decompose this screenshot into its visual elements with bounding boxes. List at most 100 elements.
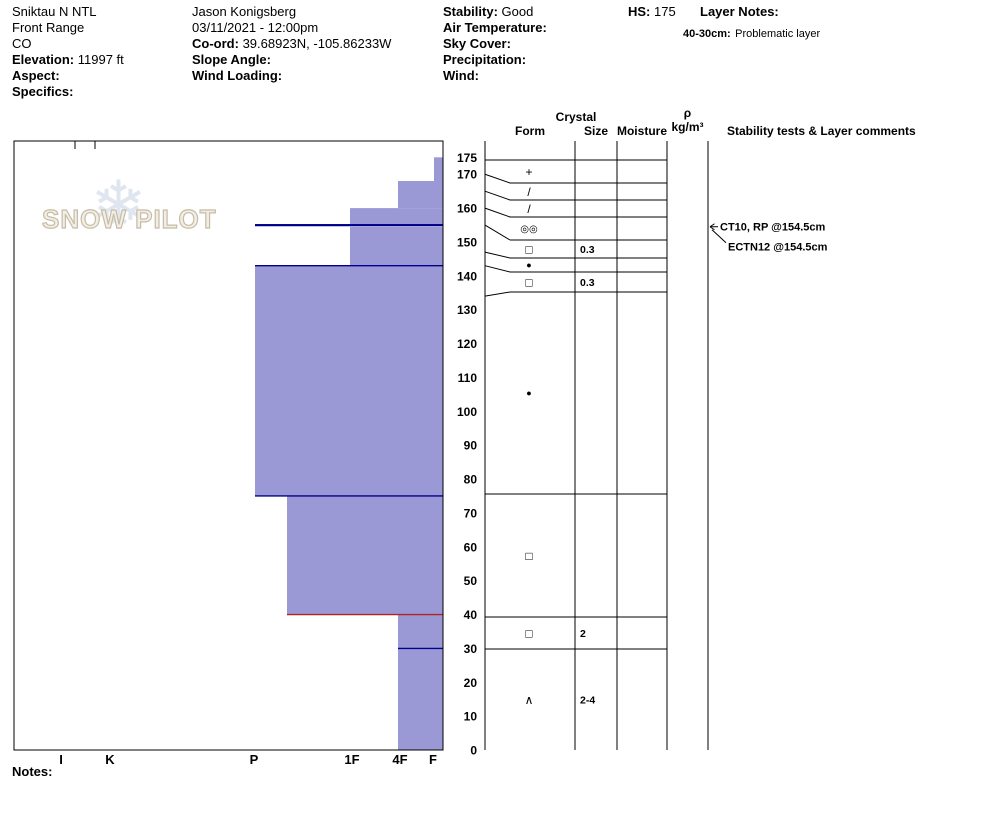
grain-row-leader [484,251,511,259]
hs-label: HS: [628,4,651,19]
hardness-bar [350,226,443,266]
depth-tick-label: 30 [464,642,478,656]
depth-tick-label: 0 [470,744,477,758]
grain-row-leader [484,173,511,184]
snowflake-icon: ❄ [90,168,147,244]
depth-tick-label: 50 [464,574,478,588]
slope-angle-label: Slope Angle: [192,52,271,67]
depth-tick-label: 130 [457,303,477,317]
hardness-axis-label: 4F [392,752,407,767]
depth-tick-label: 150 [457,235,477,249]
depth-tick-label: 100 [457,405,477,419]
hardness-axis-label: F [429,752,437,767]
aspect-row: Aspect: [12,68,124,84]
depth-tick-label: 20 [464,676,478,690]
site-name: Sniktau N NTL [12,4,97,19]
thin-hard-layer [255,224,443,227]
depth-tick-label: 175 [457,151,477,165]
precipitation-row: Precipitation: [443,52,547,68]
hardness-bar [350,208,443,226]
coord-row: Co-ord: 39.68923N, -105.86233W [192,36,391,52]
wind-row: Wind: [443,68,547,84]
grain-form-symbol: ● [526,388,531,398]
hardness-bar [255,265,443,496]
grain-form-symbol: / [527,202,531,216]
form-header: Form [515,124,545,138]
grain-row-leader [484,265,511,273]
site-info-block: Sniktau N NTL Front Range CO Elevation: … [12,4,124,100]
slope-angle-row: Slope Angle: [192,52,391,68]
layer-note-depth: 40-30cm: [683,28,731,40]
sky-cover-label: Sky Cover: [443,36,511,51]
grain-size-value: 0.3 [580,244,595,256]
plot-border [13,140,444,751]
layer-note-row: 40-30cm: Problematic layer [683,24,820,42]
density-units-header: kg/m³ [671,120,704,134]
stability-row: Stability: Good [443,4,547,20]
grain-form-symbol: / [527,185,531,199]
hardness-axis-label: K [105,752,115,767]
layer-note-text: Problematic layer [735,28,821,40]
grain-form-symbol: □ [525,626,532,640]
depth-tick-label: 90 [464,439,478,453]
hardness-axis-label: 1F [344,752,359,767]
hardness-bar [398,614,443,649]
grain-form-symbol: □ [525,242,532,256]
grain-form-symbol: ◎◎ [520,224,538,235]
depth-tick-label: 70 [464,506,478,520]
specifics-row: Specifics: [12,84,124,100]
depth-tick-label: 120 [457,337,477,351]
grain-form-symbol: + [525,165,532,179]
watermark-text: SNOW PILOT [41,203,217,234]
air-temp-row: Air Temperature: [443,20,547,36]
hardness-bar [398,181,443,209]
depth-tick-label: 160 [457,202,477,216]
test-arrow-head [709,223,715,228]
layer-notes-label: Layer Notes: [700,4,779,19]
stability-label: Stability: [443,4,498,19]
density-symbol-header: ρ [683,106,692,120]
grain-size-value: 0.3 [580,277,595,289]
wind-loading-row: Wind Loading: [192,68,391,84]
snowpilot-watermark: ❄ SNOW PILOT [41,172,222,248]
grain-row-leader [484,190,511,201]
conditions-block: Stability: Good Air Temperature: Sky Cov… [443,4,547,84]
hs-row: HS: 175 [628,4,676,20]
depth-tick-label: 140 [457,269,477,283]
depth-tick-label: 80 [464,473,478,487]
observer-info-block: Jason Konigsberg 03/11/2021 - 12:00pm Co… [192,4,391,84]
depth-tick-label: 170 [457,168,477,182]
observer-name: Jason Konigsberg [192,4,297,19]
grain-form-symbol: ∧ [525,693,534,707]
coord-value: 39.68923N, -105.86233W [242,36,392,51]
wind-loading-label: Wind Loading: [192,68,283,83]
elevation-label: Elevation: [12,52,75,67]
grain-form-symbol: □ [525,549,532,563]
depth-tick-label: 110 [458,371,478,385]
elevation-value: 11997 ft [77,52,124,67]
depth-tick-label: 10 [464,710,478,724]
crystal-header: Crystal [555,110,597,124]
grain-row-leader [484,291,511,297]
precipitation-label: Precipitation: [443,52,527,67]
depth-tick-label: 60 [464,540,478,554]
wind-label: Wind: [443,68,479,83]
aspect-label: Aspect: [12,68,60,83]
observation-datetime: 03/11/2021 - 12:00pm [192,20,319,35]
grain-form-symbol: ● [526,260,531,270]
hardness-bar [434,157,443,182]
size-header: Size [583,124,608,138]
test-leader-line [711,229,727,244]
stability-test-label: ECTN12 @154.5cm [728,242,828,254]
hardness-bar [398,648,443,750]
specifics-label: Specifics: [12,84,74,99]
hs-value: 175 [654,4,676,19]
elevation-row: Elevation: 11997 ft [12,52,124,68]
depth-tick-label: 40 [464,608,478,622]
coord-label: Co-ord: [192,36,239,51]
comments-header: Stability tests & Layer comments [727,124,916,138]
moisture-header: Moisture [616,124,667,138]
stability-test-label: CT10, RP @154.5cm [720,222,826,234]
stability-value: Good [501,4,534,19]
